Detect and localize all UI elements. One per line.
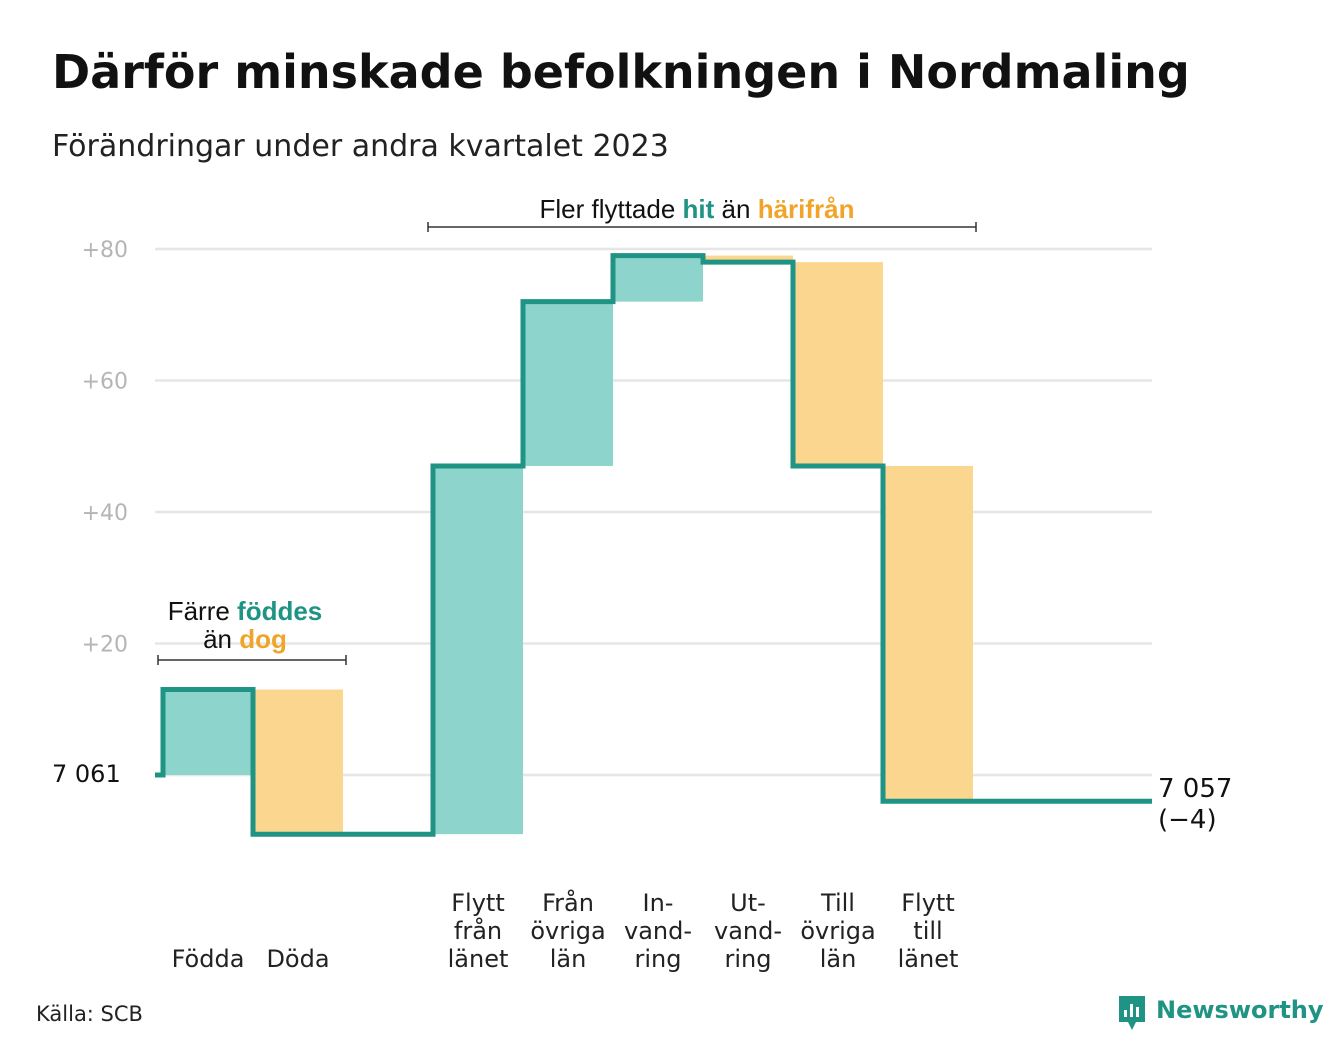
category-label-fran_ovriga_lan: övriga [530,917,605,945]
births-annotation-line2: än dog [203,624,287,654]
category-label-flytt_fran_lanet: från [454,916,502,945]
category-label-utvandring: vand- [714,917,782,945]
y-tick-label: +40 [82,501,128,526]
brand-name: Newsworthy [1156,996,1324,1024]
cumulative-step-line [155,253,1152,837]
end-value-label: 7 057 [1158,774,1232,804]
page-subtitle: Förändringar under andra kvartalet 2023 [52,129,669,164]
source-note: Källa: SCB [36,1002,143,1026]
category-label-invandring: In- [643,889,674,917]
gridlines: +20 +40 +60 +80 [82,238,1152,777]
bar-till_ovriga_lan [793,262,883,466]
bar-flytt_fran_lanet [433,465,523,835]
category-labels: Födda DödaFlyttfrånlänetFrånövrigalänIn-v… [172,888,959,973]
y-tick-label: +60 [82,370,128,395]
migration-annotation: Fler flyttade hit än härifrån [427,194,977,232]
births-annotation-line1: Färre föddes [168,596,323,626]
bar-fran_ovriga_lan [523,301,613,466]
bar-doda [253,689,343,835]
category-label-flytt_till_lanet: Flytt [901,889,955,917]
brand-logo: Newsworthy [1119,996,1324,1030]
y-tick-label: +20 [82,633,128,658]
migration-bracket [427,222,977,232]
category-label-till_ovriga_lan: län [820,945,857,973]
bar-flytt_till_lanet [883,465,973,802]
births-annotation: Färre föddes än dog [157,596,347,665]
newsworthy-logo-icon [1119,996,1145,1030]
category-label-fran_ovriga_lan: Från [542,888,594,917]
category-label-utvandring: Ut- [730,889,766,917]
category-label-fodda: Födda [172,945,245,973]
births-bracket [157,655,347,665]
category-label-till_ovriga_lan: övriga [800,917,875,945]
category-label-flytt_fran_lanet: länet [448,945,509,973]
category-label-invandring: vand- [624,917,692,945]
bars [163,255,973,835]
category-label-doda: Döda [266,945,329,973]
category-label-flytt_fran_lanet: Flytt [451,889,505,917]
bar-fodda [163,689,253,775]
bar-invandring [613,255,703,302]
y-tick-label: +80 [82,238,128,263]
page-title: Därför minskade befolkningen i Nordmalin… [52,45,1190,99]
category-label-fran_ovriga_lan: län [550,945,587,973]
category-label-flytt_till_lanet: länet [898,945,959,973]
end-change-label: (−4) [1158,805,1217,835]
migration-annotation-text: Fler flyttade hit än härifrån [539,194,854,224]
category-label-invandring: ring [635,945,682,973]
category-label-till_ovriga_lan: Till [820,889,855,917]
start-value-label: 7 061 [52,760,121,788]
category-label-flytt_till_lanet: till [913,917,942,945]
bar-utvandring [703,255,793,263]
category-label-utvandring: ring [725,945,772,973]
